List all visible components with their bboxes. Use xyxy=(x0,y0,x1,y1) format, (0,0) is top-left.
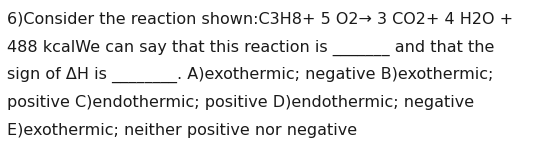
Text: E)exothermic; neither positive nor negative: E)exothermic; neither positive nor negat… xyxy=(7,123,358,138)
Text: 488 kcalWe can say that this reaction is _______ and that the: 488 kcalWe can say that this reaction is… xyxy=(7,39,495,56)
Text: 6)Consider the reaction shown:C3H8+ 5 O2→ 3 CO2+ 4 H2O +: 6)Consider the reaction shown:C3H8+ 5 O2… xyxy=(7,12,513,27)
Text: positive C)endothermic; positive D)endothermic; negative: positive C)endothermic; positive D)endot… xyxy=(7,95,475,110)
Text: sign of ΔH is ________. A)exothermic; negative B)exothermic;: sign of ΔH is ________. A)exothermic; ne… xyxy=(7,67,494,83)
